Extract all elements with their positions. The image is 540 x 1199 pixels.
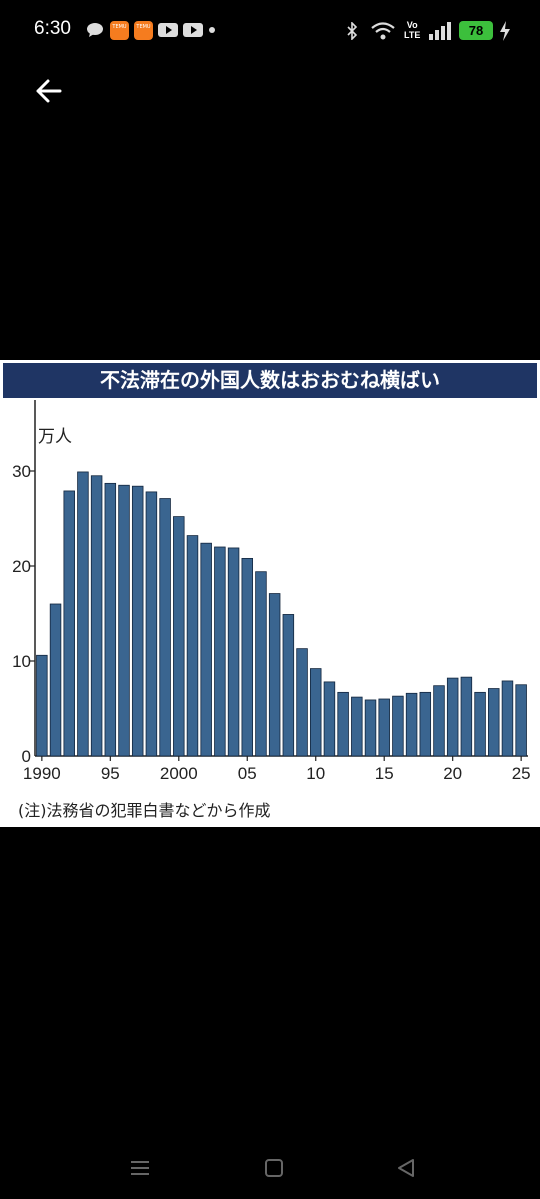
bar-1991 [49, 603, 62, 757]
lte-label: LTE [404, 30, 421, 40]
bar-1990 [36, 654, 48, 757]
bar-2022 [474, 691, 486, 757]
bar-2002 [200, 542, 212, 757]
bar-2008 [282, 614, 295, 757]
wifi-icon [371, 22, 395, 40]
bar-2019 [433, 685, 445, 757]
system-nav-bar [0, 1140, 540, 1199]
x-tick-label: 2000 [160, 764, 198, 783]
bar-2016 [392, 695, 404, 757]
chat-bubble-icon [87, 23, 103, 37]
bar-2023 [488, 688, 500, 757]
recent-apps-icon[interactable] [128, 1156, 152, 1180]
arrow-left-icon [36, 79, 62, 103]
bar-2010 [309, 668, 322, 757]
bar-2007 [268, 593, 281, 757]
chart-title: 不法滞在の外国人数はおおむね横ばい [3, 363, 537, 398]
back-nav-icon[interactable] [394, 1156, 418, 1180]
bar-2021 [460, 676, 473, 757]
status-bar: 6:30 TEMU TEMU Vo LTE 78 [0, 0, 540, 62]
bar-1992 [63, 490, 75, 757]
x-tick-label: 95 [101, 764, 120, 783]
bar-1999 [159, 498, 171, 757]
bar-2003 [214, 546, 226, 757]
x-tick-label: 1990 [23, 764, 61, 783]
bluetooth-icon [347, 22, 358, 40]
more-dot-icon [209, 27, 215, 33]
bar-2000 [173, 516, 185, 757]
bar-1995 [104, 482, 117, 757]
vo-label: Vo [406, 20, 418, 30]
chart-note: (注)法務省の犯罪白書などから作成 [18, 801, 271, 820]
bar-2017 [405, 692, 418, 757]
bar-2018 [419, 691, 432, 757]
bar-1997 [131, 485, 144, 757]
bar-chart: 0 10 20 30 万人 1990 95 2000 05 10 15 20 25 [12, 400, 531, 783]
y-tick-label: 0 [22, 747, 31, 766]
bar-2020 [446, 677, 459, 757]
x-tick-label: 20 [443, 764, 462, 783]
bar-2015 [378, 698, 390, 757]
temu-app-icon: TEMU [110, 20, 129, 40]
volte-indicator: Vo LTE [404, 20, 420, 40]
signal-icon [429, 22, 451, 40]
bar-2014 [364, 699, 377, 757]
youtube-icon-2 [183, 23, 203, 37]
x-tick-label: 10 [306, 764, 325, 783]
y-tick-label: 20 [12, 557, 31, 576]
home-icon[interactable] [262, 1156, 286, 1180]
bar-2009 [296, 648, 308, 757]
x-tick-label: 25 [512, 764, 531, 783]
chart-image: 不法滞在の外国人数はおおむね横ばい 0 10 20 30 万人 1990 95 2000 05 1… [0, 360, 540, 827]
y-tick-label: 10 [12, 652, 31, 671]
bar-2001 [186, 535, 199, 757]
y-tick-label: 30 [12, 462, 31, 481]
youtube-icon [158, 23, 178, 37]
notification-icons: TEMU TEMU [86, 20, 216, 40]
back-button[interactable] [30, 72, 68, 110]
bar-2013 [351, 696, 363, 757]
bar-2011 [323, 681, 336, 757]
x-tick-label: 05 [238, 764, 257, 783]
bar-2006 [255, 571, 267, 757]
bar-1998 [145, 491, 158, 757]
bar-2012 [337, 691, 349, 757]
battery-indicator: 78 [459, 21, 493, 40]
x-tick-label: 15 [375, 764, 394, 783]
bar-2024 [501, 680, 514, 757]
bar-1994 [90, 475, 103, 757]
temu-app-icon-2: TEMU [134, 20, 153, 40]
bar-1996 [118, 484, 130, 757]
bar-1993 [77, 471, 89, 757]
charging-icon [500, 21, 510, 41]
y-axis-unit-label: 万人 [38, 427, 72, 447]
bar-2004 [227, 547, 240, 757]
bar-2005 [241, 557, 254, 757]
bar-2025 [515, 684, 527, 757]
status-time: 6:30 [34, 18, 71, 39]
